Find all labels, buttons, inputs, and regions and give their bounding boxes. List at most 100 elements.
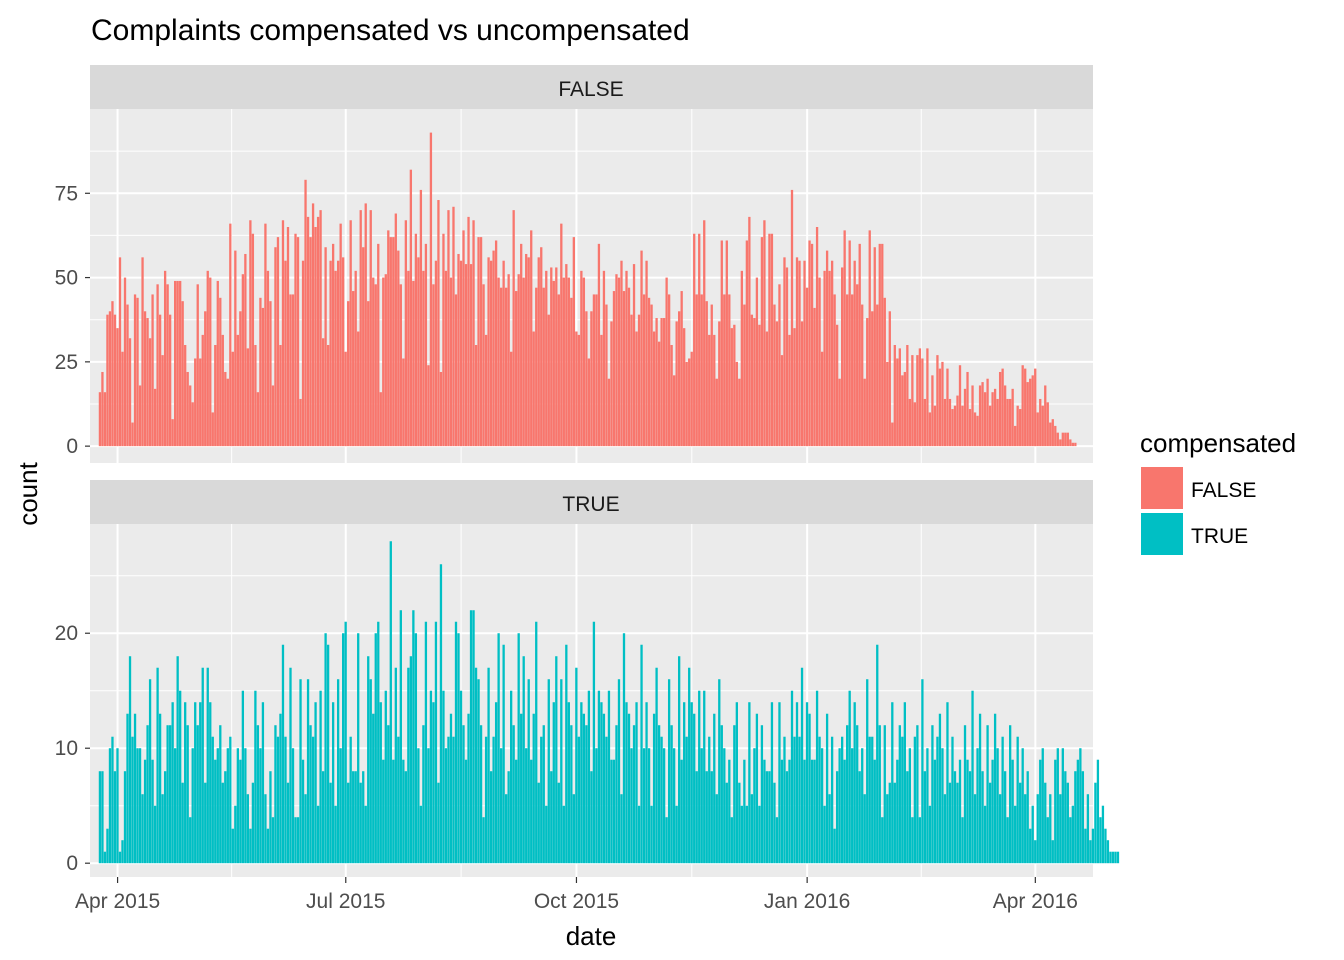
bar bbox=[983, 805, 987, 864]
bar bbox=[512, 725, 515, 864]
bar bbox=[108, 311, 112, 447]
bar bbox=[595, 748, 598, 864]
bar bbox=[627, 713, 631, 864]
bar bbox=[1039, 759, 1042, 864]
bar bbox=[404, 220, 407, 447]
bar bbox=[314, 702, 317, 864]
bar bbox=[705, 771, 708, 864]
bar bbox=[800, 321, 804, 447]
bar bbox=[201, 667, 204, 864]
bar bbox=[943, 794, 947, 864]
bar bbox=[153, 805, 157, 864]
bar bbox=[289, 667, 292, 864]
bar bbox=[700, 294, 703, 447]
bar bbox=[580, 270, 583, 447]
x-tick-label: Oct 2015 bbox=[534, 890, 619, 913]
bar bbox=[863, 794, 866, 864]
bar bbox=[146, 725, 149, 864]
bar bbox=[846, 294, 849, 447]
bar bbox=[321, 771, 325, 864]
bar bbox=[625, 270, 628, 447]
bar bbox=[856, 284, 859, 447]
bar bbox=[718, 321, 721, 447]
bar bbox=[667, 679, 671, 864]
bar bbox=[464, 759, 468, 864]
bar bbox=[605, 736, 608, 864]
bar bbox=[931, 375, 934, 447]
bar bbox=[1074, 442, 1077, 447]
bar bbox=[562, 277, 565, 447]
bar bbox=[209, 702, 212, 864]
bar bbox=[820, 351, 824, 447]
bar bbox=[672, 375, 676, 447]
bar bbox=[575, 667, 578, 864]
bar bbox=[246, 794, 250, 864]
bar bbox=[913, 402, 917, 447]
bar bbox=[452, 206, 455, 447]
bar bbox=[459, 260, 463, 447]
bar bbox=[329, 260, 332, 447]
bar bbox=[1069, 817, 1072, 864]
bar bbox=[620, 794, 623, 864]
bar bbox=[1026, 771, 1029, 864]
bar bbox=[276, 237, 280, 447]
bar bbox=[158, 713, 162, 864]
bar bbox=[1008, 725, 1012, 864]
bar bbox=[1086, 794, 1090, 864]
bar bbox=[552, 702, 555, 864]
bar bbox=[715, 378, 718, 447]
bar bbox=[948, 782, 952, 864]
bar bbox=[883, 725, 886, 864]
bar bbox=[1094, 782, 1097, 864]
bar bbox=[635, 702, 638, 864]
bar bbox=[226, 748, 229, 864]
bar bbox=[156, 284, 159, 447]
bar bbox=[840, 736, 844, 864]
bar bbox=[184, 702, 187, 864]
bar bbox=[733, 324, 736, 447]
bar bbox=[1081, 771, 1085, 864]
bar bbox=[903, 702, 906, 864]
bar bbox=[387, 230, 390, 447]
bar bbox=[956, 395, 959, 447]
bar bbox=[683, 702, 686, 864]
bar bbox=[858, 243, 861, 447]
bar bbox=[542, 725, 545, 864]
bar bbox=[803, 759, 806, 864]
bar bbox=[113, 771, 117, 864]
bar bbox=[374, 284, 377, 447]
bar bbox=[254, 690, 257, 864]
bar bbox=[399, 284, 402, 447]
strip-false-label: FALSE bbox=[558, 78, 623, 101]
bar bbox=[542, 287, 545, 447]
bar bbox=[800, 667, 804, 864]
bar bbox=[615, 725, 618, 864]
bar bbox=[502, 260, 505, 447]
bar bbox=[941, 361, 944, 447]
bar bbox=[399, 610, 402, 864]
bar bbox=[429, 132, 433, 447]
bar bbox=[580, 702, 583, 864]
bar bbox=[499, 287, 503, 447]
bar bbox=[535, 287, 538, 447]
bar bbox=[627, 287, 631, 447]
bar bbox=[670, 725, 673, 864]
bar bbox=[422, 270, 425, 447]
bar bbox=[384, 274, 387, 447]
bar bbox=[437, 782, 440, 864]
bar bbox=[1071, 442, 1074, 447]
bar bbox=[171, 702, 174, 864]
bar bbox=[956, 782, 959, 864]
bar bbox=[357, 633, 360, 864]
bar bbox=[1006, 398, 1009, 447]
bar bbox=[1041, 405, 1044, 447]
bar bbox=[444, 270, 448, 447]
bar bbox=[342, 633, 345, 864]
bar bbox=[131, 422, 134, 447]
bar bbox=[555, 267, 558, 447]
bar bbox=[555, 656, 558, 864]
bar bbox=[449, 277, 453, 447]
bar bbox=[1064, 771, 1067, 864]
bar bbox=[805, 287, 809, 447]
bar bbox=[369, 679, 372, 864]
